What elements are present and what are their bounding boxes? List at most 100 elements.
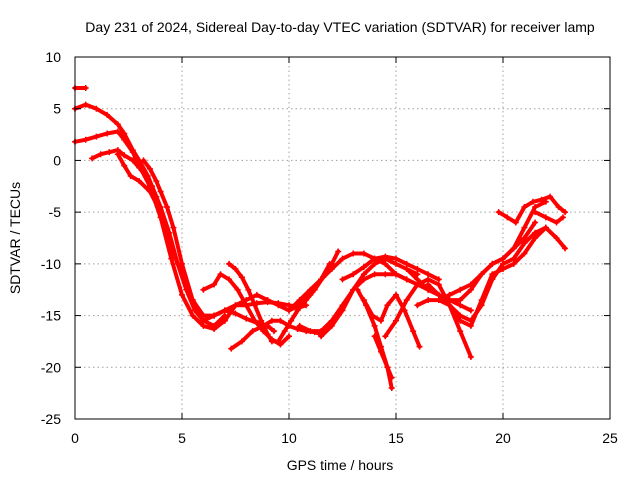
data-point-marker [114,151,121,158]
data-point-marker [369,312,376,319]
data-point-marker [277,317,284,324]
data-point-marker [238,338,245,345]
data-point-marker [435,276,442,283]
series-sat-23 [435,198,549,304]
data-point-marker [467,281,474,288]
series-line [229,318,324,351]
data-point-marker [414,266,421,273]
y-tick-label: -5 [49,204,62,220]
series-line [340,254,441,282]
data-point-marker [467,286,474,293]
data-point-marker [221,317,228,324]
data-point-marker [253,291,260,298]
series-sat-11 [228,317,325,352]
data-point-marker [414,276,421,283]
data-point-marker [82,85,89,92]
data-point-marker [93,133,100,140]
data-point-marker [129,149,136,156]
data-point-marker [510,260,517,267]
data-point-marker [521,224,528,231]
x-tick-label: 5 [178,430,186,446]
data-point-marker [378,317,385,324]
data-point-marker [106,149,113,156]
data-point-marker [403,260,410,267]
data-point-marker [339,255,346,262]
data-point-marker [121,130,128,137]
data-point-marker [382,253,389,260]
data-point-marker [414,271,421,278]
y-tick-label: 0 [53,152,61,168]
data-point-marker [121,152,128,159]
data-point-marker [467,353,474,360]
data-point-marker [328,266,335,273]
y-axis-label: SDTVAR / TECUs [7,182,23,294]
data-point-marker [339,307,346,314]
data-point-marker [542,214,549,221]
data-point-marker [296,297,303,304]
data-point-marker [378,348,385,355]
data-point-marker [495,209,502,216]
data-point-marker [211,281,218,288]
data-point-marker [382,260,389,267]
data-point-marker [307,328,314,335]
data-point-marker [200,286,207,293]
data-point-marker [393,291,399,298]
data-point-marker [542,224,549,231]
x-tick-label: 0 [71,430,79,446]
x-tick-label: 25 [602,430,618,446]
data-point-marker [286,322,292,329]
data-point-marker [532,203,539,210]
data-point-marker [146,188,153,195]
data-point-marker [532,219,539,226]
data-point-marker [425,271,432,278]
data-point-marker [97,151,104,158]
data-point-marker [268,338,275,345]
data-point-marker [89,155,96,162]
data-point-marker [504,214,511,221]
data-point-marker [510,245,517,252]
data-point-marker [104,111,111,118]
data-point-marker [157,209,164,216]
data-point-marker [157,188,164,195]
data-point-marker [360,297,367,304]
data-point-marker [388,374,395,381]
data-point-marker [200,322,207,329]
data-point-marker [288,317,295,324]
data-point-marker [211,322,218,329]
data-point-marker [245,286,252,293]
data-point-marker [350,250,357,257]
data-point-marker [371,271,378,278]
data-point-marker [371,255,378,262]
data-point-marker [489,260,496,267]
data-point-marker [264,297,271,304]
data-point-marker [371,333,378,340]
data-point-marker [510,255,517,262]
data-point-marker [457,317,464,324]
data-point-marker [435,291,442,298]
data-point-marker [553,219,560,226]
data-point-marker [403,276,410,283]
data-point-marker [243,302,250,309]
data-point-marker [457,302,464,309]
series-sat-17 [360,291,423,350]
x-axis-label: GPS time / hours [287,457,394,473]
y-tick-label: -10 [41,256,61,272]
data-point-marker [258,317,265,324]
data-point-marker [521,240,528,247]
data-point-marker [307,286,314,293]
data-point-marker [251,317,258,324]
data-point-marker [416,343,423,350]
data-point-marker [414,281,421,288]
data-point-marker [142,172,149,179]
data-point-marker [384,364,391,371]
y-tick-label: 10 [45,49,61,65]
data-point-marker [189,312,196,319]
series-line [533,210,565,225]
data-point-marker [467,322,474,329]
data-point-marker [529,198,536,205]
data-point-marker [393,255,399,262]
data-point-marker [384,302,391,309]
series-sat-25 [532,209,566,226]
data-point-marker [562,209,569,216]
